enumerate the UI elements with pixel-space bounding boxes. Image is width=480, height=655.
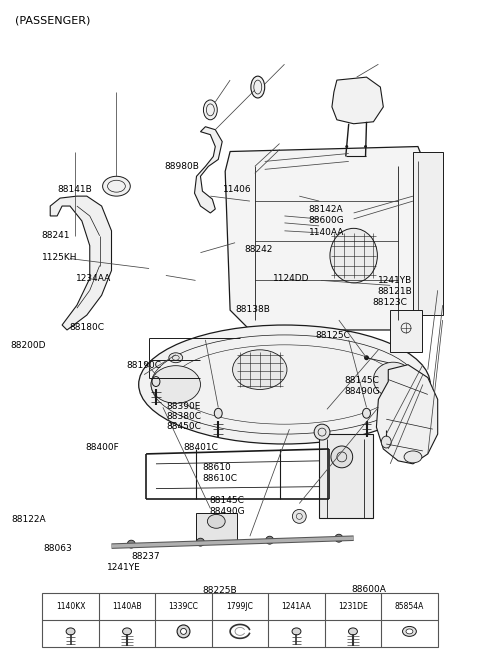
Text: 88125C: 88125C	[315, 331, 350, 340]
Ellipse shape	[169, 353, 183, 363]
Text: 85854A: 85854A	[395, 602, 424, 611]
Ellipse shape	[251, 76, 264, 98]
Text: 88390E: 88390E	[167, 402, 201, 411]
Text: 88401C: 88401C	[183, 443, 218, 452]
Text: 88237: 88237	[131, 552, 159, 561]
Text: 88063: 88063	[43, 544, 72, 553]
Text: 1799JC: 1799JC	[227, 602, 253, 611]
Ellipse shape	[127, 540, 135, 548]
Text: 88450C: 88450C	[167, 422, 201, 432]
Text: 88600G: 88600G	[309, 217, 345, 225]
Ellipse shape	[331, 446, 353, 468]
Ellipse shape	[373, 362, 413, 397]
Ellipse shape	[214, 408, 222, 419]
Text: 88225B: 88225B	[202, 586, 237, 595]
Ellipse shape	[404, 451, 422, 463]
Ellipse shape	[151, 365, 201, 403]
Text: 1140AA: 1140AA	[309, 227, 344, 236]
Text: 1241AA: 1241AA	[282, 602, 312, 611]
Text: 88380C: 88380C	[167, 412, 202, 421]
Ellipse shape	[292, 628, 301, 635]
Text: 88242: 88242	[245, 245, 273, 254]
Polygon shape	[225, 147, 428, 330]
Text: 88142A: 88142A	[309, 206, 343, 214]
Text: 88121B: 88121B	[378, 288, 412, 296]
Text: 88610C: 88610C	[202, 474, 237, 483]
Ellipse shape	[381, 436, 391, 448]
Text: 88141B: 88141B	[57, 185, 92, 195]
Ellipse shape	[314, 424, 330, 440]
Ellipse shape	[364, 145, 367, 148]
Ellipse shape	[330, 229, 377, 283]
Text: 88490G: 88490G	[209, 507, 245, 515]
Bar	[413, 151, 443, 315]
Polygon shape	[194, 126, 222, 213]
Text: 1140AB: 1140AB	[112, 602, 142, 611]
Text: 88490G: 88490G	[344, 386, 380, 396]
Text: 88190C: 88190C	[126, 361, 161, 369]
Text: (PASSENGER): (PASSENGER)	[14, 16, 90, 26]
Ellipse shape	[362, 408, 371, 419]
Ellipse shape	[292, 510, 306, 523]
Bar	[319, 434, 373, 518]
Text: 88145C: 88145C	[209, 496, 244, 505]
Ellipse shape	[348, 628, 358, 635]
Ellipse shape	[403, 626, 416, 637]
Ellipse shape	[180, 628, 187, 635]
Text: 88600A: 88600A	[351, 585, 386, 593]
Text: 1339CC: 1339CC	[168, 602, 198, 611]
Text: 1234AA: 1234AA	[76, 274, 111, 284]
Text: 88145C: 88145C	[344, 375, 379, 384]
Text: 1124DD: 1124DD	[273, 274, 310, 284]
Ellipse shape	[152, 377, 160, 386]
Text: 88180C: 88180C	[69, 323, 104, 332]
Ellipse shape	[266, 536, 274, 544]
Text: 1231DE: 1231DE	[338, 602, 368, 611]
Text: 1241YE: 1241YE	[107, 563, 141, 572]
Ellipse shape	[66, 628, 75, 635]
Ellipse shape	[233, 350, 287, 390]
Text: 88610: 88610	[202, 463, 231, 472]
Text: 88980B: 88980B	[164, 162, 199, 171]
Text: 88138B: 88138B	[235, 305, 270, 314]
Polygon shape	[50, 196, 111, 330]
Bar	[195, 514, 237, 543]
Bar	[390, 310, 422, 352]
Ellipse shape	[345, 145, 348, 148]
Ellipse shape	[139, 325, 430, 444]
Bar	[42, 593, 438, 647]
Text: 88400F: 88400F	[86, 443, 120, 452]
Ellipse shape	[122, 628, 132, 635]
Text: 88241: 88241	[42, 231, 70, 240]
Ellipse shape	[364, 355, 369, 360]
Text: 88122A: 88122A	[12, 515, 46, 523]
Ellipse shape	[103, 176, 130, 196]
Ellipse shape	[204, 100, 217, 120]
Ellipse shape	[406, 629, 413, 634]
Ellipse shape	[177, 625, 190, 638]
Polygon shape	[332, 77, 384, 124]
Text: 1125KH: 1125KH	[42, 253, 77, 262]
Polygon shape	[376, 365, 438, 464]
Text: 1140KX: 1140KX	[56, 602, 85, 611]
Text: 88123C: 88123C	[373, 298, 408, 307]
Ellipse shape	[207, 514, 225, 529]
Ellipse shape	[335, 534, 343, 542]
Text: 88200D: 88200D	[10, 341, 46, 350]
Text: 1241YB: 1241YB	[378, 276, 412, 285]
Text: 11406: 11406	[223, 185, 252, 195]
Ellipse shape	[196, 538, 204, 546]
